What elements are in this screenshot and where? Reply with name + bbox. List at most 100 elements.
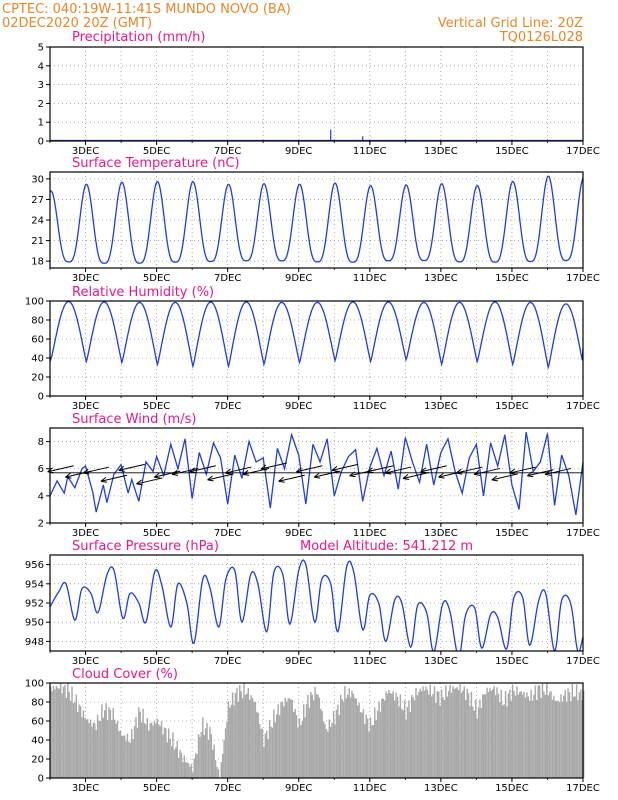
cloud-ytick-label: 100 (25, 679, 44, 690)
cloud-bar (527, 696, 529, 778)
cloud-bar (399, 694, 402, 778)
cloud-bar (511, 684, 514, 778)
precip-xtick-label: 5DEC (143, 146, 170, 157)
cloud-bar (503, 704, 505, 778)
cloud-bar (375, 720, 377, 778)
cloud-xtick-label: 3DEC (72, 783, 99, 794)
cloud-bar (150, 722, 153, 778)
cloud-bar (358, 702, 360, 778)
humidity-xtick-label: 15DEC (495, 401, 529, 412)
wind-arrow (260, 462, 287, 470)
cloud-bar (52, 685, 55, 778)
cloud-bar (342, 701, 345, 778)
cloud-bar (409, 711, 412, 778)
cloud-bar (59, 683, 62, 778)
precip-ytick-label: 4 (38, 61, 44, 72)
cloud-bar (111, 720, 113, 778)
wind-arrow (314, 470, 341, 478)
cloud-bar (190, 764, 193, 778)
cloud-bar (388, 690, 390, 778)
pressure-ytick-label: 952 (25, 599, 44, 610)
cloud-bar (196, 754, 198, 778)
cloud-bar (398, 706, 400, 778)
cloud-xtick-label: 17DEC (566, 783, 600, 794)
cloud-bar (143, 723, 146, 778)
cloud-bar (108, 707, 110, 778)
cloud-bar (136, 727, 139, 778)
cloud-bar (348, 688, 350, 778)
cloud-bar (426, 689, 429, 778)
cloud-bar (467, 693, 470, 778)
cloud-bar (472, 706, 474, 778)
cloud-bar (521, 694, 524, 778)
pressure-xtick-label: 3DEC (72, 656, 99, 667)
cloud-bar (278, 715, 281, 778)
temperature-series-line (49, 175, 584, 264)
cloud-bar (381, 698, 383, 778)
cloud-bar (177, 757, 180, 778)
cloud-bar (96, 714, 99, 778)
cloud-bar (325, 729, 328, 778)
cloud-bar (200, 732, 203, 778)
pressure-ytick-label: 948 (25, 637, 44, 648)
pressure-xtick-label: 7DEC (214, 656, 241, 667)
humidity-ytick-label: 80 (31, 316, 44, 327)
cloud-bar (564, 690, 566, 778)
cloud-bar (567, 688, 569, 778)
cloud-bar (506, 706, 508, 778)
temperature-xtick-label: 15DEC (495, 273, 529, 284)
cloud-bar (423, 690, 426, 778)
wind-arrow-head (331, 465, 339, 472)
cloud-bar (453, 688, 456, 778)
cloud-bar (415, 687, 417, 778)
wind-arrow (420, 465, 447, 473)
cloud-bar (241, 698, 244, 778)
cloud-bar (146, 717, 149, 778)
wind-arrow (207, 473, 234, 481)
cloud-bar (207, 739, 210, 778)
cloud-bar (113, 719, 116, 778)
cloud-bar (112, 708, 114, 778)
cloud-bar (457, 690, 460, 778)
cloud-bar (456, 687, 458, 778)
cloud-bar (220, 762, 222, 778)
cloud-bar (403, 700, 406, 778)
cloud-bar (568, 692, 571, 778)
cloud-bar (75, 694, 78, 778)
cloud-bar (101, 704, 103, 778)
cloud-bar (307, 694, 309, 778)
cloud-bar (237, 701, 240, 778)
cloud-bar (365, 714, 367, 778)
cloud-bar (163, 727, 166, 778)
cloud-bar (193, 759, 195, 778)
cloud-bar (341, 699, 343, 778)
cloud-bar (337, 704, 339, 778)
cloud-bar (452, 686, 454, 778)
cloud-bar (334, 724, 336, 778)
cloud-bar (106, 720, 109, 778)
cloud-bar (116, 720, 119, 778)
cloud-bar (192, 772, 194, 778)
cloud-bar (153, 720, 156, 778)
cloud-bar (122, 735, 124, 778)
cloud-bar (315, 693, 318, 778)
wind-arrow (118, 463, 145, 471)
cloud-bar (82, 710, 85, 778)
cloud-bar (311, 694, 313, 778)
cloud-bar (447, 691, 450, 778)
wind-arrow (456, 466, 483, 474)
wind-arrow-head (278, 476, 285, 483)
humidity-xtick-label: 11DEC (353, 401, 387, 412)
cloud-bar (297, 727, 299, 778)
cloud-bar (115, 723, 117, 778)
cloud-bar (496, 687, 498, 778)
pressure-ytick-label: 954 (25, 579, 44, 590)
cloud-bar (531, 700, 534, 778)
cloud-bar (338, 715, 340, 778)
cloud-bar (69, 700, 72, 778)
cloud-bar (199, 736, 201, 778)
cloud-bar (514, 695, 517, 778)
cloud-bar (561, 701, 564, 778)
cloud-bar (402, 710, 404, 778)
cloud-bar (152, 725, 154, 778)
